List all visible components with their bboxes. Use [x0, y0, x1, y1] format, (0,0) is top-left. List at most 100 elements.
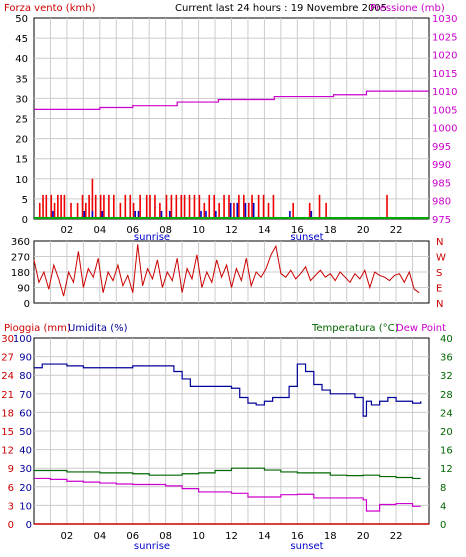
- wind-bar-red-26: [154, 194, 156, 219]
- wind-direction-line: [33, 244, 420, 297]
- temp-right-tick-10: 40: [440, 334, 453, 345]
- sunset-label-bottom: sunset: [290, 541, 323, 552]
- wind-bar-red-0: [38, 202, 41, 219]
- hum-xtick-02: 02: [61, 531, 74, 542]
- wind-bar-blue-11: [229, 202, 232, 219]
- wind-right-tick-0: 975: [432, 215, 451, 226]
- humidity-left-tick-7: 70: [19, 390, 32, 401]
- wind-bar-red-10: [81, 194, 84, 219]
- wind-bar-red-52: [308, 202, 311, 219]
- wind-bar-red-1: [42, 194, 44, 219]
- wind-bar-red-43: [238, 194, 240, 219]
- wind-bar-red-51: [292, 202, 294, 219]
- wind-bar-blue-0: [52, 210, 54, 219]
- wind-bar-red-20: [124, 194, 127, 219]
- humidity-left-tick-3: 30: [19, 464, 32, 475]
- wind-bar-red-2: [45, 194, 48, 219]
- axes-layer: 02 04 06 08 10 12 14 16 18 20 22051015202530354045…: [1, 14, 457, 542]
- temperature-line: [34, 467, 421, 480]
- humidity-left-tick-9: 90: [19, 353, 32, 364]
- wind-bar-blue-6: [160, 210, 163, 219]
- wind-bar-red-33: [188, 194, 191, 219]
- wind-bar-blue-1: [83, 210, 85, 219]
- wind-right-tick-4: 995: [432, 142, 451, 153]
- dir-left-tick-2: 180: [11, 268, 30, 279]
- humidity-left-tick-2: 20: [19, 483, 32, 494]
- wind-left-tick-10: 50: [15, 14, 28, 25]
- hum-xtick-16: 16: [291, 531, 304, 542]
- wind-xtick-18: 18: [324, 225, 337, 236]
- wind-bar-blue-8: [200, 210, 202, 219]
- wind-xtick-12: 12: [225, 225, 238, 236]
- wind-bar-red-37: [208, 194, 211, 219]
- rain-left-tick-0: 0: [8, 520, 14, 531]
- hum-xtick-10: 10: [192, 531, 205, 542]
- rain-left-tick-4: 12: [1, 446, 14, 457]
- wind-bar-blue-16: [310, 210, 313, 219]
- wind-right-tick-9: 1020: [432, 51, 457, 62]
- wind-bar-red-53: [318, 194, 321, 219]
- wind-bar-red-48: [262, 194, 265, 219]
- temp-right-tick-1: 4: [440, 501, 446, 512]
- wind-left-tick-1: 5: [22, 195, 28, 206]
- wind-bar-blue-12: [236, 202, 239, 219]
- wind-bar-blue-13: [244, 202, 247, 219]
- hum-xtick-20: 20: [357, 531, 370, 542]
- wind-right-tick-11: 1030: [432, 14, 457, 25]
- humidity-left-tick-0: 0: [26, 520, 32, 531]
- rain-left-tick-9: 27: [1, 353, 14, 364]
- hum-xtick-18: 18: [324, 531, 337, 542]
- wind-bar-red-49: [267, 202, 270, 219]
- temp-right-tick-2: 8: [440, 483, 446, 494]
- rain-left-tick-5: 15: [1, 427, 14, 438]
- wind-xtick-06: 06: [126, 225, 139, 236]
- wind-bar-red-7: [63, 194, 66, 219]
- humidity-label: Umidita (%): [68, 323, 128, 334]
- humidity-left-tick-6: 60: [19, 408, 32, 419]
- wind-bar-red-34: [193, 194, 196, 219]
- wind-left-tick-5: 25: [15, 115, 28, 126]
- wind-bar-red-9: [76, 202, 79, 219]
- temperature-label: Temperatura (°C): [311, 323, 399, 334]
- wind-bar-red-17: [108, 194, 110, 219]
- chart-title: Current last 24 hours : 19 Novembre 2005: [175, 3, 387, 14]
- wind-bar-blue-10: [215, 210, 217, 219]
- wind-left-tick-4: 20: [15, 135, 28, 146]
- wind-right-tick-5: 1000: [432, 124, 457, 135]
- wind-bar-red-8: [70, 202, 72, 219]
- wind-xtick-04: 04: [93, 225, 106, 236]
- wind-bar-red-40: [223, 194, 225, 219]
- temp-right-tick-4: 16: [440, 446, 453, 457]
- rain-left-tick-2: 6: [8, 483, 14, 494]
- wind-bar-red-30: [175, 194, 178, 219]
- wind-left-tick-3: 15: [15, 155, 28, 166]
- dir-right-tick-3: W: [436, 253, 446, 264]
- wind-bar-red-4: [53, 202, 56, 219]
- humidity-left-tick-10: 100: [13, 334, 32, 345]
- wind-xtick-14: 14: [258, 225, 271, 236]
- wind-right-tick-1: 980: [432, 197, 451, 208]
- humidity-line: [34, 363, 422, 417]
- wind-bar-red-3: [50, 194, 53, 219]
- wind-bar-red-29: [170, 194, 173, 219]
- wind-bar-red-41: [228, 194, 230, 219]
- wind-bar-red-5: [57, 194, 59, 219]
- dir-right-tick-2: S: [436, 268, 442, 279]
- wind-bar-red-23: [139, 194, 141, 219]
- humidity-left-tick-1: 10: [19, 501, 32, 512]
- wind-bar-red-15: [99, 194, 102, 219]
- rain-left-tick-10: 30: [1, 334, 14, 345]
- wind-left-tick-2: 10: [15, 175, 28, 186]
- wind-bar-red-12: [88, 194, 90, 219]
- wind-xtick-22: 22: [390, 225, 403, 236]
- wind-xtick-20: 20: [357, 225, 370, 236]
- hum-xtick-04: 04: [93, 531, 106, 542]
- dir-right-tick-4: N: [436, 237, 443, 248]
- dir-right-tick-1: E: [436, 284, 442, 295]
- wind-bar-blue-7: [168, 210, 171, 219]
- dir-left-tick-0: 0: [24, 299, 30, 310]
- wind-bar-red-38: [213, 194, 215, 219]
- temp-right-tick-5: 20: [440, 427, 453, 438]
- hum-xtick-06: 06: [126, 531, 139, 542]
- wind-bar-blue-5: [137, 210, 140, 219]
